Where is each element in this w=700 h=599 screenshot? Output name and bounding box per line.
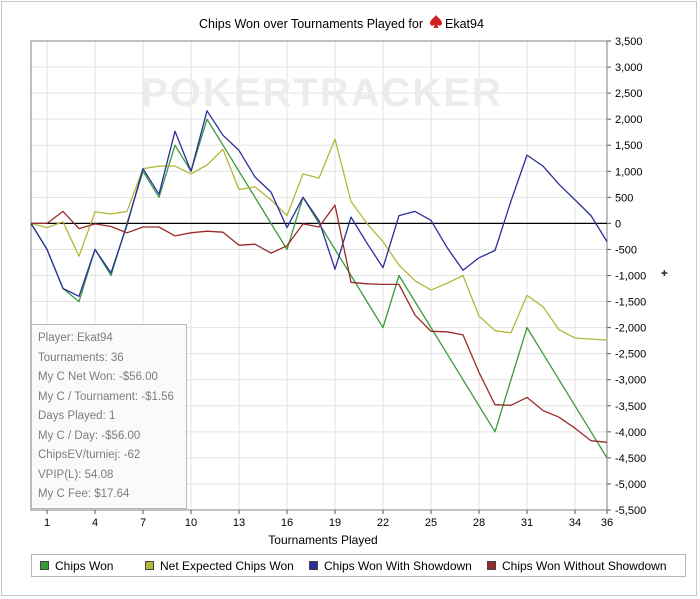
plot-border xyxy=(30,40,608,511)
y-tick-label: -500 xyxy=(615,244,637,256)
y-tick-label: 0 xyxy=(615,218,621,230)
legend-swatch xyxy=(145,561,154,570)
legend-swatch xyxy=(40,561,49,570)
player-stats-box: Player: Ekat94 Tournaments: 36 My C Net … xyxy=(31,324,187,509)
y-tick-label: 500 xyxy=(615,192,633,204)
series-line-2 xyxy=(30,110,608,297)
chart-legend: Chips Won Net Expected Chips Won Chips W… xyxy=(31,554,686,577)
series-lines xyxy=(30,110,608,459)
chart-title: Chips Won over Tournaments Played for xyxy=(199,17,423,31)
y-tick-label: -2,000 xyxy=(615,323,646,335)
x-tick-label: 1 xyxy=(44,517,50,529)
x-tick-label: 16 xyxy=(281,517,293,529)
legend-item-with-showdown[interactable]: Chips Won With Showdown xyxy=(301,559,479,573)
x-tick-labels: 1 4 7 10 13 16 19 22 25 28 31 34 36 xyxy=(44,517,613,529)
x-tick-label: 34 xyxy=(569,517,581,529)
svg-text:✚: ✚ xyxy=(661,269,668,278)
stat-chips-ev: ChipsEV/turniej: -62 xyxy=(38,449,141,461)
x-tick-label: 25 xyxy=(425,517,437,529)
y-tick-label: 3,000 xyxy=(615,62,643,74)
legend-label: Chips Won Without Showdown xyxy=(502,558,667,573)
legend-item-without-showdown[interactable]: Chips Won Without Showdown xyxy=(479,559,667,573)
stat-tournaments: Tournaments: 36 xyxy=(38,351,124,364)
legend-label: Chips Won With Showdown xyxy=(324,558,472,573)
stat-per-tournament: My C / Tournament: -$1.56 xyxy=(38,390,174,403)
y-tick-label: -4,500 xyxy=(615,453,646,465)
y-tick-label: -1,500 xyxy=(615,297,646,309)
y-tick-label: -1,000 xyxy=(615,271,646,283)
y-tick-label: -5,000 xyxy=(615,479,646,491)
y-tick-label: -2,500 xyxy=(615,349,646,361)
y-tick-label: 2,500 xyxy=(615,88,643,100)
y-tick-label: -5,500 xyxy=(615,505,646,517)
stat-net-won: My C Net Won: -$56.00 xyxy=(38,371,158,383)
legend-label: Chips Won xyxy=(55,558,114,573)
x-tick-label: 36 xyxy=(601,517,613,529)
x-tick-label: 7 xyxy=(140,517,146,529)
watermark: POKERTRACKER xyxy=(141,71,503,115)
y-tick-label: 2,000 xyxy=(615,114,643,126)
y-tick-label: 1,000 xyxy=(615,166,643,178)
y-tick-label: -3,500 xyxy=(615,401,646,413)
stat-vpip: VPIP(L): 54.08 xyxy=(38,468,114,481)
y-tick-label: 3,500 xyxy=(615,36,643,48)
stat-player: Player: Ekat94 xyxy=(38,332,113,344)
y-tick-label: -3,000 xyxy=(615,375,646,387)
x-tick-label: 19 xyxy=(329,517,341,529)
x-tick-label: 13 xyxy=(233,517,245,529)
legend-swatch xyxy=(487,561,496,570)
stat-per-day: My C / Day: -$56.00 xyxy=(38,429,141,442)
currency-icon: ✚ xyxy=(661,269,668,278)
legend-item-net-expected[interactable]: Net Expected Chips Won xyxy=(137,559,301,573)
y-tick-label: 1,500 xyxy=(615,140,643,152)
x-tick-label: 10 xyxy=(185,517,197,529)
legend-swatch xyxy=(309,561,318,570)
x-tick-label: 22 xyxy=(377,517,389,529)
legend-item-chips-won[interactable]: Chips Won xyxy=(32,559,137,573)
stat-days-played: Days Played: 1 xyxy=(38,410,116,422)
x-tick-label: 31 xyxy=(521,517,533,529)
x-tick-label: 28 xyxy=(473,517,485,529)
chart-player-name: Ekat94 xyxy=(445,17,484,31)
legend-label: Net Expected Chips Won xyxy=(160,558,294,573)
x-tick-label: 4 xyxy=(92,517,98,529)
y-tick-labels: 3,500 3,000 2,500 2,000 1,500 1,000 500 0 -500 -1… xyxy=(615,36,646,517)
y-tick-label: -4,000 xyxy=(615,427,646,439)
series-line-3 xyxy=(31,204,608,443)
series-line-1 xyxy=(30,138,608,341)
x-axis-label: Tournaments Played xyxy=(268,533,377,547)
spade-icon xyxy=(430,15,442,28)
stat-fee: My C Fee: $17.64 xyxy=(38,488,130,500)
